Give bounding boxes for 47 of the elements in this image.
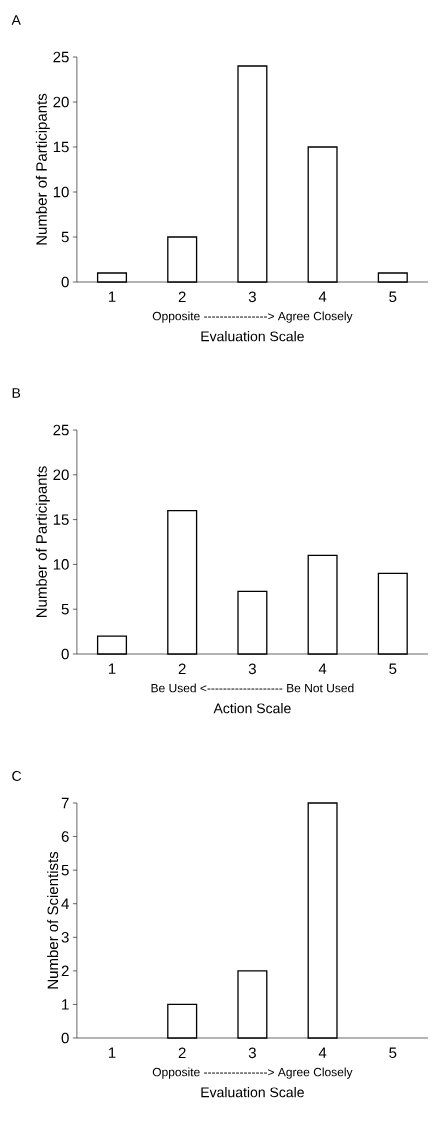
x-tick-label: 4 [318, 1047, 327, 1058]
y-tick-label: 20 [53, 96, 69, 108]
y-tick-label: 3 [61, 931, 69, 943]
y-tick-label: 20 [53, 469, 69, 481]
y-tick-label: 25 [53, 51, 69, 63]
x-axis-title: Evaluation Scale [201, 331, 304, 342]
y-tick-label: 0 [61, 1032, 69, 1044]
y-tick-label: 15 [53, 514, 69, 525]
x-tick-label: 2 [178, 291, 186, 303]
y-tick-label: 6 [61, 831, 69, 842]
x-tick-label: 4 [318, 291, 327, 302]
x-tick-label: 3 [248, 1047, 256, 1059]
y-tick-label: 7 [61, 797, 69, 809]
text: Be Used <------------------- Be Not Used [151, 683, 354, 693]
y-axis-title: Number of Participants [35, 93, 50, 245]
x-axis-title: Evaluation Scale [201, 1087, 304, 1098]
x-tick-label: 1 [108, 291, 116, 302]
y-tick-label: 1 [62, 999, 69, 1010]
y-tick-label: 10 [53, 559, 69, 570]
y-tick-label: 10 [53, 186, 69, 198]
x-tick-label: 4 [318, 663, 327, 674]
x-tick-label: 2 [178, 1047, 186, 1059]
x-tick-label: 1 [108, 663, 116, 674]
x-tick-label: 3 [248, 663, 256, 675]
x-tick-label: 5 [389, 1047, 397, 1058]
y-axis-title: Number of Scientists [47, 851, 59, 989]
x-axis-title: Action Scale [213, 703, 291, 714]
y-tick-label: 4 [61, 898, 69, 909]
x-tick-label: 2 [178, 663, 186, 675]
chart-title: C [12, 771, 22, 781]
x-tick-label: 5 [389, 291, 397, 302]
y-tick-label: 0 [61, 648, 69, 660]
y-axis-title: Number of Participants [35, 466, 50, 618]
x-tick-label: 3 [248, 291, 256, 303]
y-tick-label: 25 [53, 424, 69, 436]
x-tick-label: 5 [389, 663, 397, 674]
chart-title: A [11, 15, 21, 25]
x-tick-label: 1 [108, 1047, 116, 1058]
y-tick-label: 5 [61, 603, 69, 615]
y-tick-label: 15 [53, 141, 69, 153]
y-tick-label: 0 [61, 276, 69, 288]
text: Opposite ----------------> Agree Closely [152, 1067, 353, 1079]
y-tick-label: 5 [61, 864, 69, 876]
y-tick-label: 5 [61, 231, 69, 243]
chart-title: B [12, 388, 21, 398]
text: Opposite ----------------> Agree Closely [152, 311, 353, 323]
y-tick-label: 2 [61, 965, 69, 977]
